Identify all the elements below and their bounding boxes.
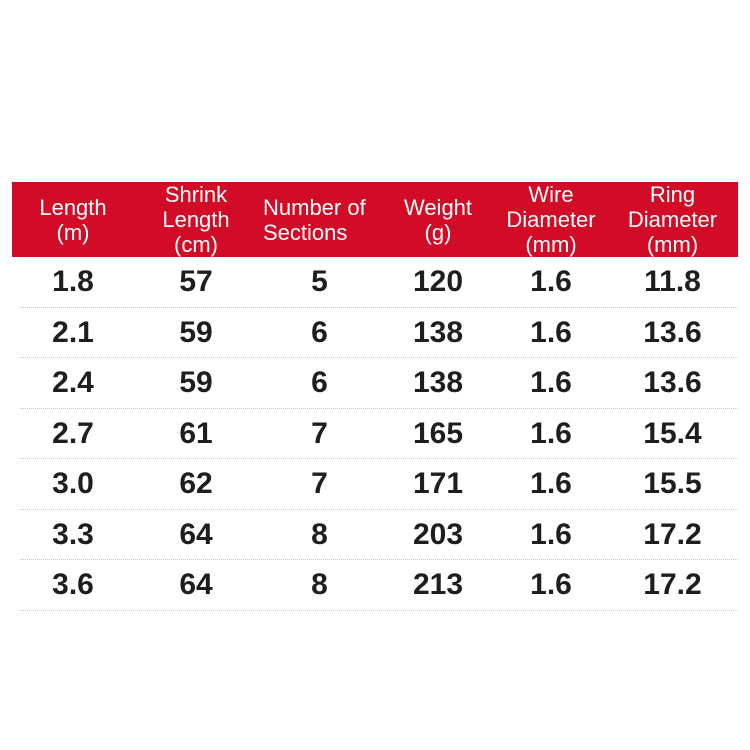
column-header-sections: Number of Sections [263,194,366,245]
cell-sections: 8 [311,517,328,551]
table-row: 2.4 59 6 138 1.6 13.6 [12,358,738,409]
cell-sections: 6 [311,315,328,349]
cell-weight: 138 [412,366,464,400]
column-header-ring-diameter: Ring Diameter (mm) [627,182,718,257]
table-header-row: Length (m) Shrink Length (cm) Number of … [12,182,738,257]
cell-shrink-length: 59 [179,366,213,400]
cell-ring-diameter: 11.8 [644,265,701,299]
cell-shrink-length: 57 [179,265,213,299]
cell-sections: 8 [311,568,328,602]
cell-shrink-length: 62 [179,467,213,501]
cell-length: 3.3 [52,517,94,551]
column-header-length: Length (m) [39,194,107,245]
cell-length: 3.6 [52,568,94,602]
cell-ring-diameter: 13.6 [643,366,702,400]
cell-weight: 165 [412,416,464,450]
cell-wire-diameter: 1.6 [530,366,572,400]
table-row: 3.3 64 8 203 1.6 17.2 [12,510,738,561]
table-row: 3.6 64 8 213 1.6 17.2 [12,560,738,611]
column-header-shrink-length: Shrink Length (cm) [162,182,230,257]
cell-ring-diameter: 15.5 [643,467,702,501]
cell-sections: 7 [311,467,328,501]
cell-wire-diameter: 1.6 [530,265,572,299]
cell-ring-diameter: 15.4 [643,416,702,450]
column-header-wire-diameter: Wire Diameter (mm) [506,182,596,257]
cell-weight: 203 [412,517,464,551]
table-row: 3.0 62 7 171 1.6 15.5 [12,459,738,510]
cell-weight: 171 [412,467,464,501]
cell-ring-diameter: 17.2 [643,568,702,602]
cell-length: 1.8 [52,265,94,299]
cell-shrink-length: 59 [179,315,213,349]
cell-sections: 7 [311,416,328,450]
cell-wire-diameter: 1.6 [530,416,572,450]
cell-weight: 120 [412,265,464,299]
cell-length: 2.1 [52,315,94,349]
table-row: 2.1 59 6 138 1.6 13.6 [12,308,738,359]
cell-wire-diameter: 1.6 [530,315,572,349]
cell-length: 2.4 [52,366,94,400]
cell-shrink-length: 64 [179,568,213,602]
cell-shrink-length: 61 [179,416,213,450]
cell-wire-diameter: 1.6 [530,517,572,551]
table-row: 1.8 57 5 120 1.6 11.8 [12,257,738,308]
cell-length: 3.0 [52,467,94,501]
table-row: 2.7 61 7 165 1.6 15.4 [12,409,738,460]
cell-weight: 138 [412,315,464,349]
cell-length: 2.7 [52,416,94,450]
cell-ring-diameter: 13.6 [643,315,702,349]
spec-table: Length (m) Shrink Length (cm) Number of … [12,182,738,611]
cell-shrink-length: 64 [179,517,213,551]
cell-sections: 6 [311,366,328,400]
cell-sections: 5 [311,265,328,299]
cell-ring-diameter: 17.2 [643,517,702,551]
column-header-weight: Weight (g) [403,194,473,245]
cell-wire-diameter: 1.6 [530,467,572,501]
cell-weight: 213 [412,568,464,602]
cell-wire-diameter: 1.6 [530,568,572,602]
